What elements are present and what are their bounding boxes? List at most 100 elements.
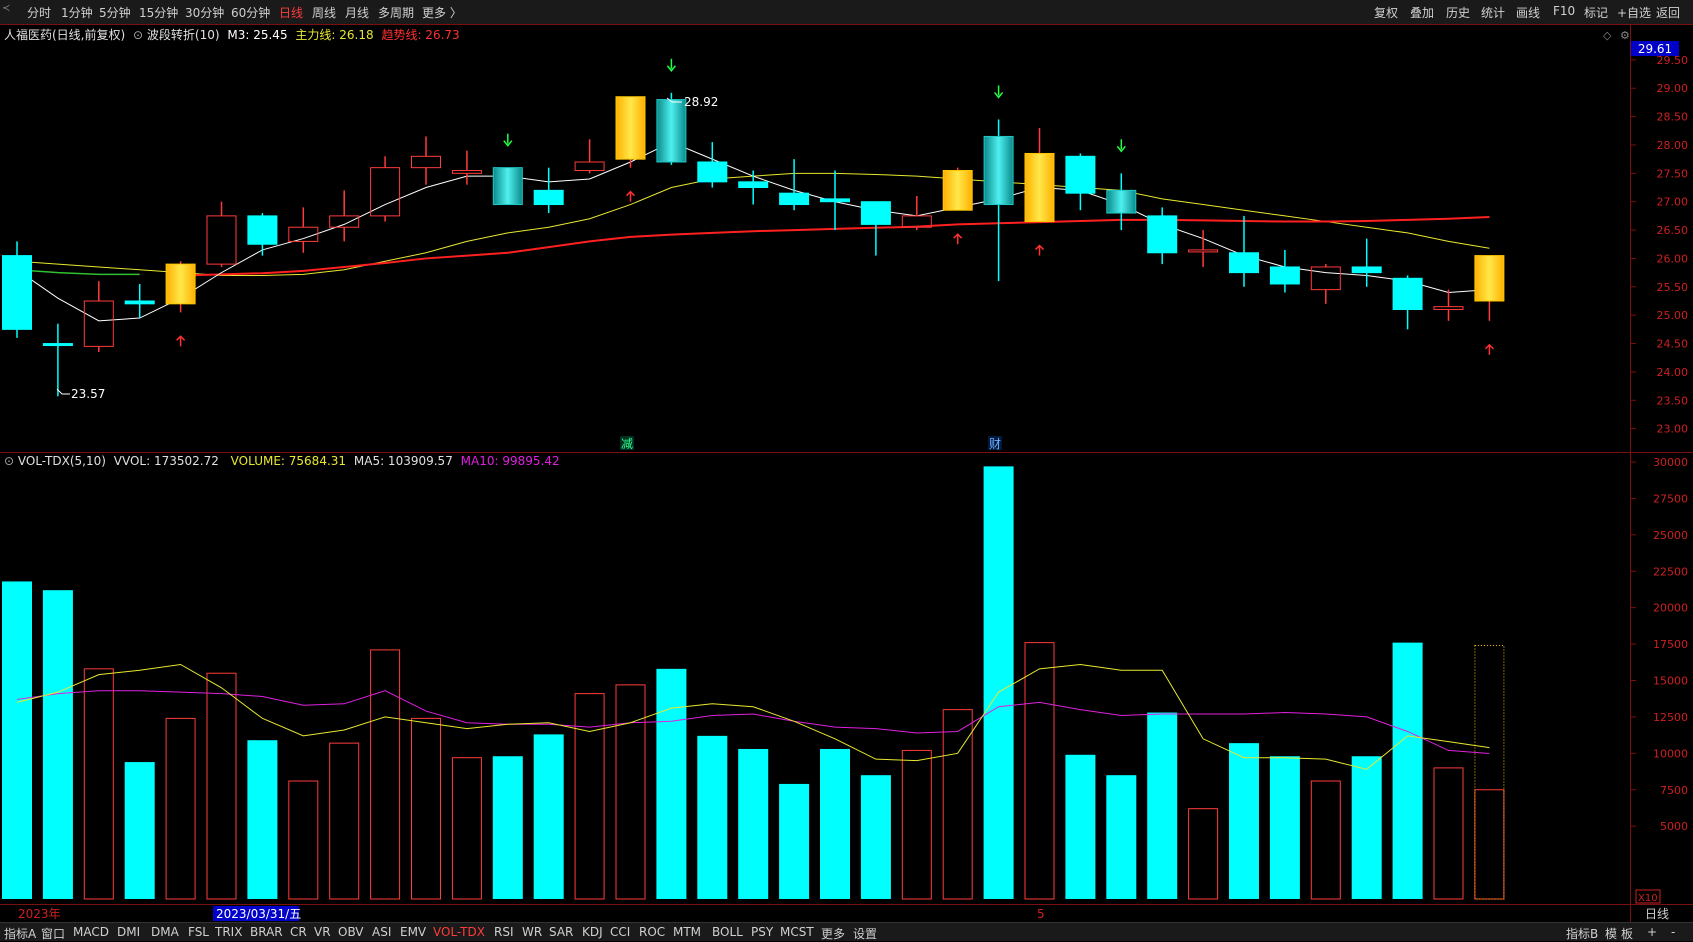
price-tick-label: 23.00 [1657, 423, 1689, 436]
volume-value: VOLUME: 75684.31 [230, 454, 347, 468]
volume-axis: 30000 27500 25000 22500 20000 17500 15000 12500… [1630, 456, 1688, 833]
volume-bar [779, 783, 810, 899]
candle-body [451, 169, 482, 174]
tab-obv[interactable]: OBV [338, 925, 364, 939]
settings-button[interactable]: 设置 [853, 927, 878, 941]
tab-vr[interactable]: VR [314, 925, 331, 939]
volume-indicator-name[interactable]: VOL-TDX(5,10) [17, 454, 106, 468]
tab-boll[interactable]: BOLL [712, 925, 743, 939]
volume-bar [288, 780, 319, 900]
indicator-b-button[interactable]: 指标B [1566, 927, 1599, 941]
tab-weekly[interactable]: 周线 [312, 6, 337, 20]
draw-line-button[interactable]: 画线 [1516, 6, 1541, 20]
menu-toggle-icon[interactable]: ≺ [2, 3, 11, 14]
buy-arrow-head [625, 190, 636, 197]
statistics-button[interactable]: 统计 [1481, 6, 1506, 20]
volume-bar [574, 693, 605, 900]
current-price-tag-bg [1631, 41, 1679, 56]
tab-trix[interactable]: TRIX [215, 925, 243, 939]
tab-dma[interactable]: DMA [151, 925, 179, 939]
zoom-in-button[interactable]: + [1647, 925, 1658, 939]
template-button[interactable]: 模 [1605, 927, 1618, 941]
volume-tick-label: 7500 [1660, 784, 1688, 797]
cursor-date-bg [213, 906, 299, 921]
board-button[interactable]: 板 [1621, 927, 1634, 941]
window-button[interactable]: 窗口 [41, 927, 66, 941]
high-label: 28.92 [684, 95, 718, 109]
f10-button[interactable]: F10 [1553, 4, 1576, 18]
indicator-name[interactable]: 波段转折(10) [146, 28, 220, 42]
volume-tick-label: 30000 [1653, 456, 1688, 469]
volume-bar [370, 649, 401, 900]
price-axis: 29.50 29.00 28.50 28.00 27.50 27.00 26.50 26.00… [1630, 54, 1688, 436]
volume-bar [1106, 775, 1137, 899]
indicator-dropdown-icon[interactable]: ⊙ [133, 28, 144, 42]
candle-body [411, 155, 441, 169]
tab-cci[interactable]: CCI [610, 925, 631, 939]
tab-fsl[interactable]: FSL [188, 925, 209, 939]
volume-bar [820, 748, 850, 899]
tab-cr[interactable]: CR [290, 925, 307, 939]
volume-bar [615, 684, 646, 900]
tab-mcst[interactable]: MCST [780, 925, 814, 939]
history-button[interactable]: 历史 [1446, 6, 1471, 20]
tab-multi-period[interactable]: 多周期 [378, 6, 415, 20]
tab-mtm[interactable]: MTM [673, 925, 702, 939]
tab-60min[interactable]: 60分钟 [231, 6, 271, 20]
volume-bar [206, 672, 237, 900]
settings-icon[interactable]: ⚙ [1620, 29, 1630, 42]
tab-daily[interactable]: 日线 [279, 6, 304, 20]
tab-kdj[interactable]: KDJ [582, 925, 603, 939]
price-tick-label: 24.50 [1657, 338, 1689, 351]
back-button[interactable]: 返回 [1656, 6, 1681, 20]
tab-15min[interactable]: 15分钟 [139, 6, 179, 20]
tab-rsi[interactable]: RSI [494, 925, 514, 939]
overlay-button[interactable]: 叠加 [1410, 6, 1435, 20]
volume-bar [83, 668, 114, 900]
event-finance-bg [988, 436, 1002, 450]
tab-30min[interactable]: 30分钟 [185, 6, 225, 20]
tab-1min[interactable]: 1分钟 [61, 6, 93, 20]
tab-sar[interactable]: SAR [549, 925, 574, 939]
tab-timeshare[interactable]: 分时 [27, 6, 52, 20]
current-price-tag: 29.61 [1638, 42, 1672, 56]
sell-arrow-head [1116, 145, 1126, 153]
stock-name[interactable]: 人福医药(日线,前复权) [4, 28, 126, 42]
volume-bar [451, 757, 482, 900]
mark-button[interactable]: 标记 [1584, 6, 1609, 20]
indicator-a-button[interactable]: 指标A [4, 927, 37, 941]
vvol-value: VVOL: 173502.72 [113, 454, 219, 468]
tab-macd[interactable]: MACD [73, 925, 109, 939]
candle-body [288, 226, 319, 242]
volume-bar [1433, 767, 1464, 900]
volume-dropdown-icon[interactable]: ⊙ [4, 454, 15, 468]
ma-green-line [16, 269, 140, 276]
candle-body [574, 161, 605, 171]
tab-dmi[interactable]: DMI [117, 925, 141, 939]
tab-monthly[interactable]: 月线 [345, 6, 370, 20]
tab-wr[interactable]: WR [522, 925, 543, 939]
tab-emv[interactable]: EMV [400, 925, 427, 939]
diamond-icon[interactable]: ◇ [1603, 29, 1612, 42]
zoom-out-button[interactable]: - [1671, 925, 1676, 939]
price-tick-label: 29.50 [1657, 54, 1689, 67]
volume-bar [1065, 754, 1096, 899]
tab-roc[interactable]: ROC [639, 925, 666, 939]
candle-body [1188, 249, 1219, 253]
add-watchlist-button[interactable]: +自选 [1617, 6, 1652, 20]
event-reduce-label[interactable]: 减 [621, 437, 633, 451]
tab-more[interactable]: 更多 [821, 927, 846, 941]
candle-body [901, 215, 932, 228]
tab-psy[interactable]: PSY [751, 925, 774, 939]
candle-body [1392, 277, 1423, 311]
tab-more[interactable]: 更多 〉 [422, 6, 462, 20]
tab-brar[interactable]: BRAR [250, 925, 283, 939]
tab-asi[interactable]: ASI [372, 925, 392, 939]
event-finance-label[interactable]: 财 [989, 437, 1001, 451]
unit-box [1635, 889, 1661, 904]
tab-5min[interactable]: 5分钟 [99, 6, 131, 20]
buy-arrow-head [176, 335, 186, 341]
tab-vol-tdx[interactable]: VOL-TDX [433, 925, 485, 939]
adjust-button[interactable]: 复权 [1374, 6, 1399, 20]
